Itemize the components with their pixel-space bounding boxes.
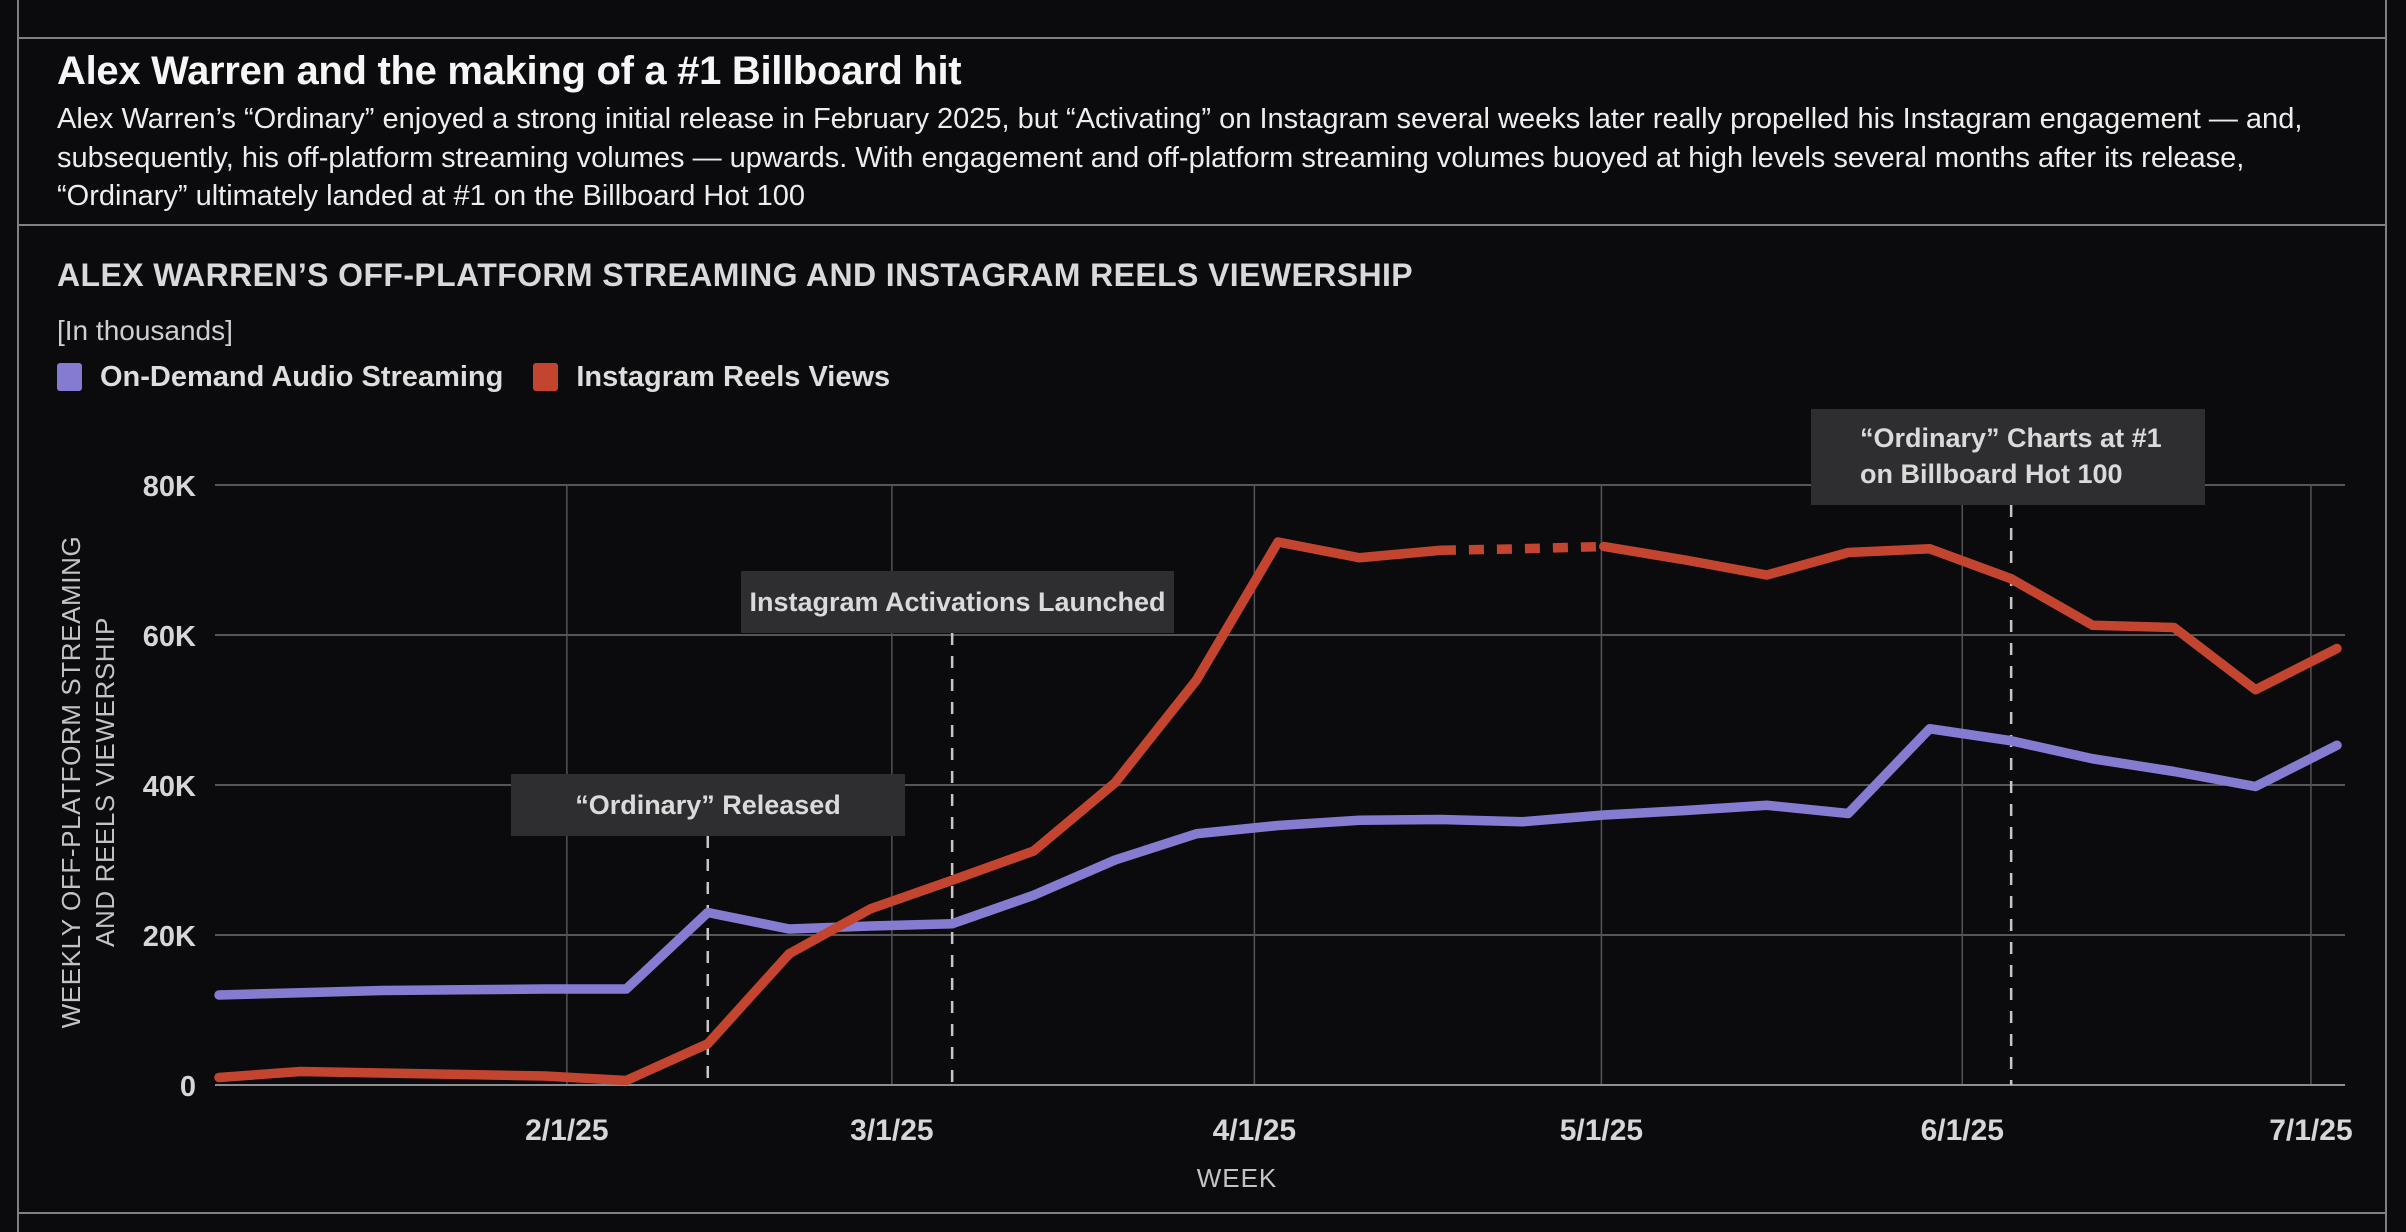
y-tick-label-40K: 40K [143,771,196,803]
x-tick-label-3/1/25: 3/1/25 [850,1114,933,1147]
annotation-label: Instagram Activations Launched [749,586,1166,617]
annotation-ordinary-charts-at-1: “Ordinary” Charts at #1 on Billboard Hot… [1811,409,2205,505]
series-line-on-demand-audio-streaming [214,724,2342,1000]
frame-rule-left [17,0,19,1232]
y-axis-title-line2: AND REELS VIEWERSHIP [90,617,120,947]
annotation-label-line1: “Ordinary” Charts at #1 [1860,423,2162,453]
annotation-label-line2: on Billboard Hot 100 [1860,459,2123,489]
y-tick-label-80K: 80K [143,471,196,503]
legend-label: On-Demand Audio Streaming [100,360,504,393]
x-tick-label-2/1/25: 2/1/25 [525,1114,608,1147]
page-title: Alex Warren and the making of a #1 Billb… [57,49,962,93]
x-tick-label-6/1/25: 6/1/25 [1921,1114,2004,1147]
x-tick-label-4/1/25: 4/1/25 [1213,1114,1296,1147]
legend-swatch-purple [57,363,82,391]
legend-label: Instagram Reels Views [576,360,891,393]
x-tick-label-5/1/25: 5/1/25 [1560,1114,1643,1147]
annotation-instagram-activations-launched: Instagram Activations Launched [741,571,1174,633]
y-tick-label-60K: 60K [143,621,196,653]
chart-title: ALEX WARREN’S OFF-PLATFORM STREAMING AND… [57,257,1413,293]
frame-rule-top [17,37,2387,39]
chart-legend: On-Demand Audio Streaming Instagram Reel… [57,360,920,394]
x-tick-label-7/1/25: 7/1/25 [2269,1114,2352,1147]
y-axis-title-line1: WEEKLY OFF-PLATFORM STREAMING [56,535,86,1029]
legend-item-instagram-reels-views: Instagram Reels Views [533,361,890,394]
y-axis-title: WEEKLY OFF-PLATFORM STREAMING AND REELS … [54,452,122,1112]
annotation-ordinary-released: “Ordinary” Released [511,774,905,836]
chart-units-note: [In thousands] [57,315,233,346]
series-line-instagram-reels-views-dotted-estimate [1440,541,1604,555]
legend-swatch-red [533,363,559,391]
annotation-label: “Ordinary” Released [575,789,841,820]
x-axis-title: WEEK [1196,1163,1278,1193]
legend-item-on-demand-audio-streaming: On-Demand Audio Streaming [57,361,503,394]
series-line-instagram-reels-views-solid-1 [214,537,1446,1086]
report-description: Alex Warren’s “Ordinary” enjoyed a stron… [57,103,2303,212]
frame-rule-right [2385,0,2387,1232]
y-tick-label-20K: 20K [143,921,196,953]
y-tick-label-0: 0 [180,1071,196,1103]
series-line-instagram-reels-views-solid-2 [1599,541,2342,695]
frame-rule-middle [17,224,2387,226]
frame-rule-bottom [17,1212,2387,1214]
